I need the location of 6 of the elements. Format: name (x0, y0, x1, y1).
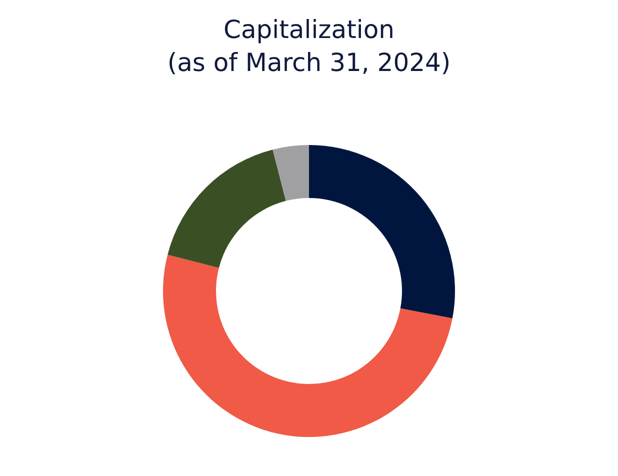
donut-slice (163, 254, 452, 437)
chart-subtitle: (as of March 31, 2024) (167, 48, 451, 77)
donut-slice (168, 150, 286, 268)
donut-slice (272, 145, 309, 201)
donut-slice (309, 145, 455, 318)
chart-title: Capitalization (224, 15, 394, 44)
